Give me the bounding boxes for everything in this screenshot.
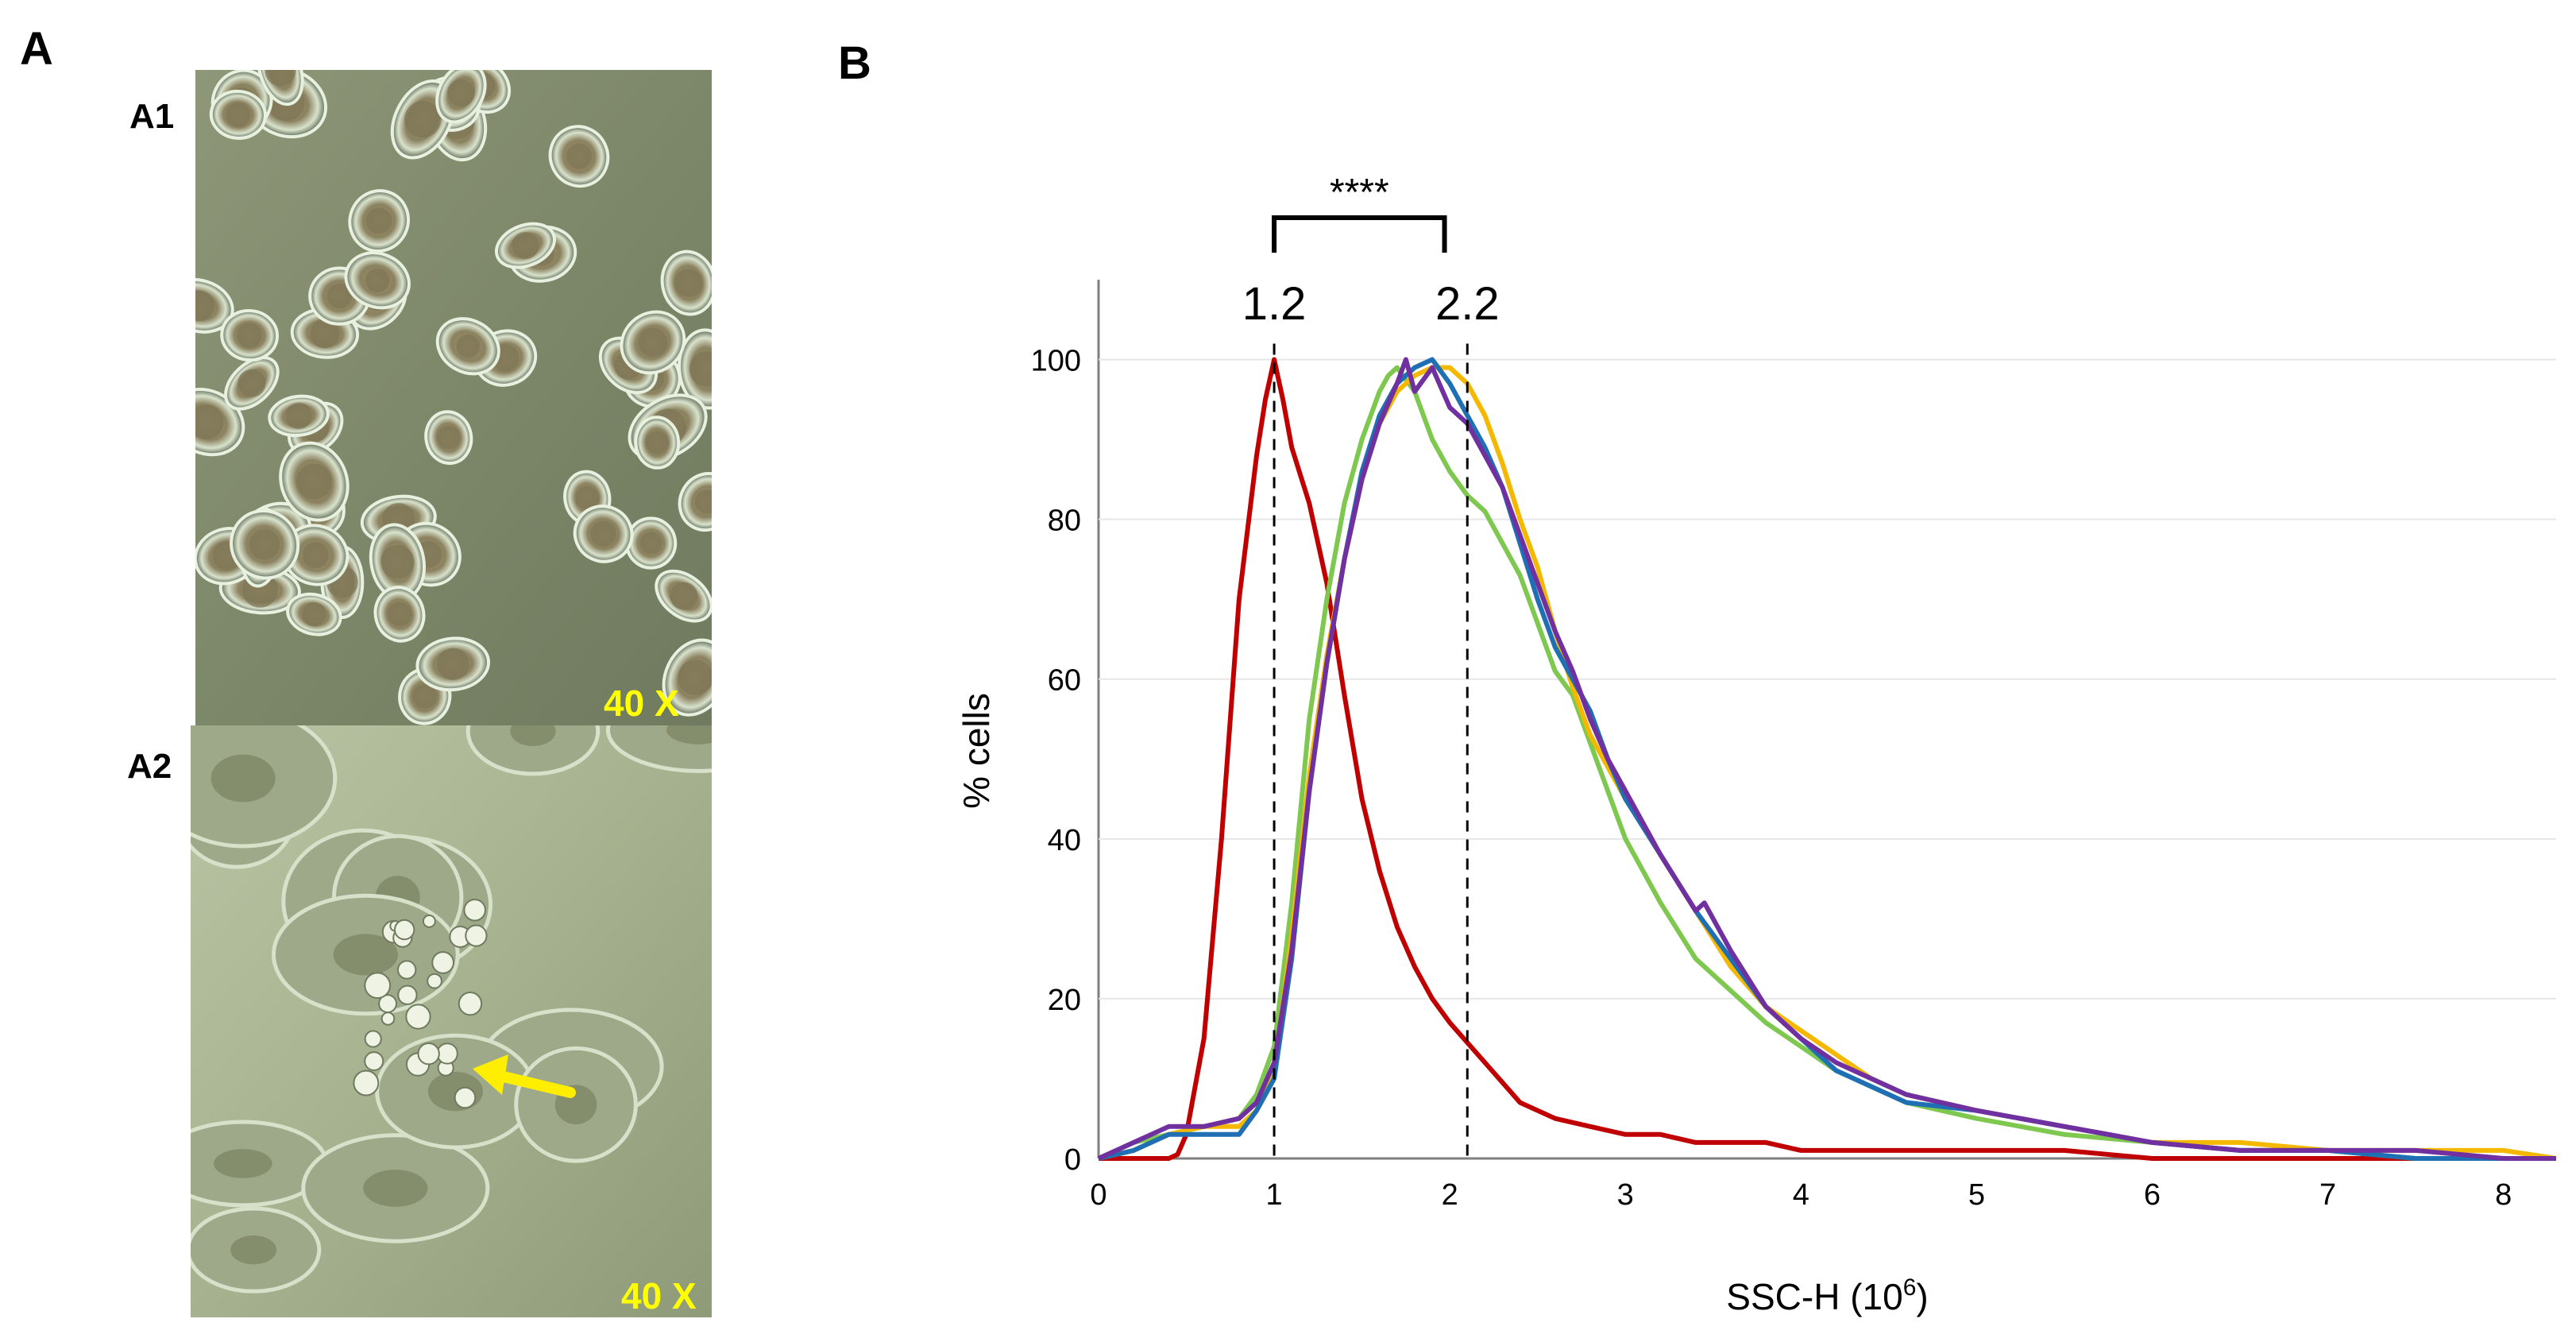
series-line-yellow bbox=[1098, 365, 2557, 1161]
vacuole bbox=[364, 1051, 384, 1072]
cell-nucleus bbox=[365, 268, 390, 292]
x-tick-label: 5 bbox=[1968, 1178, 1985, 1212]
cell-nucleus bbox=[226, 102, 251, 127]
cell-nucleus bbox=[512, 231, 539, 260]
cell-nucleus bbox=[678, 659, 712, 695]
cell-nucleus bbox=[412, 684, 438, 709]
cell-nucleus bbox=[437, 426, 461, 450]
a1-label: A1 bbox=[129, 97, 175, 136]
cell-nucleus bbox=[214, 1149, 272, 1178]
cell-nucleus bbox=[265, 70, 296, 87]
vacuole bbox=[364, 972, 392, 1000]
vacuole bbox=[380, 1011, 396, 1026]
vacuole bbox=[422, 914, 436, 928]
vacuole bbox=[397, 984, 418, 1005]
cell-nucleus bbox=[310, 319, 340, 349]
cell-nucleus bbox=[238, 369, 266, 397]
cell-nucleus bbox=[645, 431, 669, 454]
cell-shape bbox=[465, 725, 601, 776]
cell-nucleus bbox=[230, 1235, 277, 1265]
cell-nucleus bbox=[575, 485, 600, 510]
vacuole bbox=[394, 919, 415, 941]
cell-nucleus bbox=[302, 541, 329, 568]
series-line-green bbox=[1097, 365, 2556, 1161]
cell-nucleus bbox=[510, 725, 556, 747]
series-line-purple bbox=[1097, 357, 2556, 1161]
cell-nucleus bbox=[285, 402, 312, 429]
y-tick-label: 20 bbox=[1048, 984, 1081, 1017]
cell-nucleus bbox=[638, 327, 668, 358]
cell-nucleus bbox=[674, 269, 703, 297]
a2-label: A2 bbox=[127, 747, 172, 786]
cell-nucleus bbox=[195, 290, 214, 322]
x-tick-label: 4 bbox=[1793, 1178, 1809, 1212]
vacuole bbox=[431, 951, 454, 974]
y-tick-label: 100 bbox=[1031, 345, 1081, 378]
vacuole bbox=[364, 1030, 382, 1048]
cell-nucleus bbox=[302, 602, 326, 627]
y-tick-label: 0 bbox=[1064, 1143, 1081, 1177]
y-tick-label: 60 bbox=[1048, 664, 1081, 698]
vacuole bbox=[465, 924, 488, 947]
cell-nucleus bbox=[447, 79, 475, 107]
x-tick-label: 6 bbox=[2144, 1178, 2161, 1212]
cell-nucleus bbox=[387, 601, 412, 627]
cell-nucleus bbox=[333, 934, 398, 976]
micrograph-a2 bbox=[191, 725, 712, 1317]
x-tick-label: 7 bbox=[2319, 1178, 2336, 1212]
cell-nucleus bbox=[694, 489, 712, 514]
panel-b-label: B bbox=[838, 37, 871, 89]
series-line-red bbox=[1099, 357, 2556, 1161]
significance-bracket bbox=[1272, 215, 1447, 253]
vacuole bbox=[454, 1086, 477, 1109]
cell-nucleus bbox=[456, 335, 480, 358]
vacuole bbox=[458, 991, 483, 1016]
x-tick-label: 0 bbox=[1090, 1178, 1106, 1212]
cell-nucleus bbox=[670, 582, 698, 610]
cell-nucleus bbox=[326, 283, 353, 309]
x-tick-label: 8 bbox=[2495, 1178, 2512, 1212]
cell-nucleus bbox=[404, 101, 442, 138]
cell-nucleus bbox=[365, 207, 392, 234]
vacuole bbox=[427, 973, 442, 989]
cell-nucleus bbox=[689, 351, 712, 387]
vacuole bbox=[396, 960, 417, 980]
x-tick-label: 1 bbox=[1266, 1178, 1283, 1212]
cell-nucleus bbox=[363, 1170, 428, 1207]
vacuole bbox=[405, 1004, 431, 1030]
arrow-indicator bbox=[473, 1054, 576, 1098]
micrograph-a1 bbox=[195, 70, 712, 725]
y-axis-title: % cells bbox=[956, 693, 997, 809]
vacuole bbox=[463, 899, 486, 922]
cell-nucleus bbox=[195, 404, 224, 439]
cell-nucleus bbox=[237, 323, 262, 348]
cell-nucleus bbox=[437, 648, 469, 680]
y-tick-label: 80 bbox=[1048, 505, 1081, 538]
cell-nucleus bbox=[380, 545, 415, 579]
cell-nucleus bbox=[639, 532, 662, 555]
y-tick-label: 40 bbox=[1048, 824, 1081, 857]
x-tick-label: 3 bbox=[1617, 1178, 1634, 1212]
cell-nucleus bbox=[296, 463, 332, 500]
a2-magnification: 40 X bbox=[621, 1275, 697, 1317]
panel-a-label: A bbox=[20, 23, 53, 75]
peak-high-label: 2.2 bbox=[1435, 278, 1500, 330]
cell-nucleus bbox=[566, 143, 593, 169]
series-line-blue bbox=[1098, 357, 2556, 1161]
vacuole bbox=[353, 1069, 380, 1096]
x-axis-title: SSC-H (106) bbox=[1726, 1274, 1928, 1317]
cell-nucleus bbox=[666, 725, 712, 744]
vacuole bbox=[417, 1042, 440, 1065]
a1-magnification: 40 X bbox=[604, 683, 679, 724]
significance-stars: **** bbox=[1330, 172, 1389, 214]
peak-low-label: 1.2 bbox=[1242, 278, 1307, 330]
cell-nucleus bbox=[590, 520, 616, 547]
cell-nucleus bbox=[249, 528, 280, 560]
x-tick-label: 2 bbox=[1442, 1178, 1458, 1212]
cell-nucleus bbox=[210, 754, 276, 802]
